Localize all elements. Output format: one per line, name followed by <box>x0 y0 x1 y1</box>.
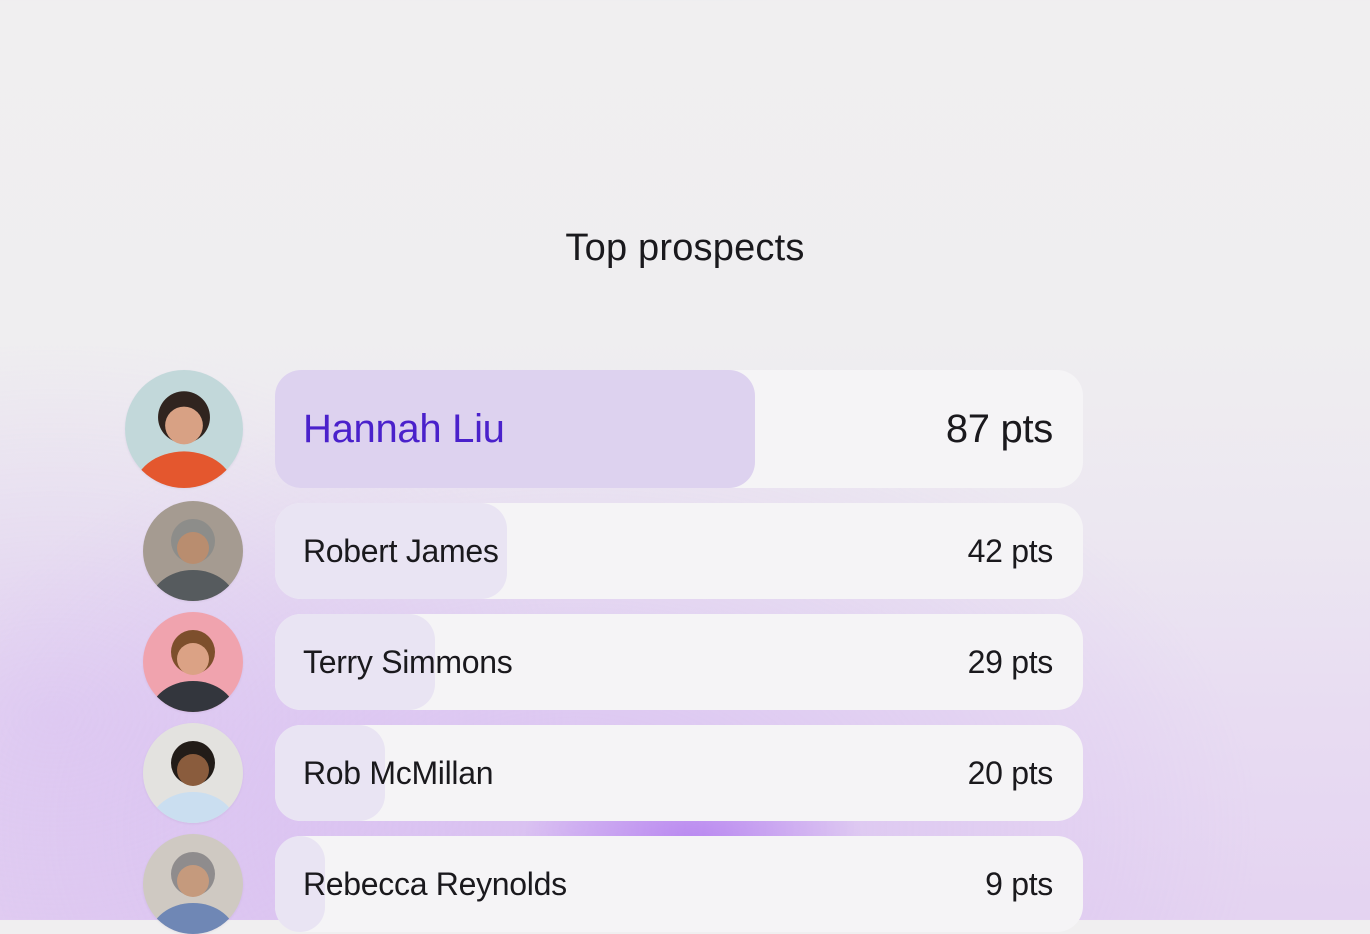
score-bar <box>275 725 386 821</box>
prospect-row[interactable]: Hannah Liu 87 pts <box>123 370 1083 488</box>
avatar-photo <box>143 612 243 712</box>
prospect-row[interactable]: Rob McMillan 20 pts <box>123 723 1083 823</box>
prospect-name: Hannah Liu <box>303 406 505 451</box>
avatar-photo <box>143 834 243 934</box>
prospect-points: 9 pts <box>985 865 1053 902</box>
person-avatar-illustration <box>143 834 243 934</box>
score-bar <box>275 503 507 599</box>
prospect-name: Terry Simmons <box>303 643 513 680</box>
score-row: Hannah Liu 87 pts <box>275 370 1083 488</box>
prospect-points: 29 pts <box>967 643 1054 680</box>
avatar-photo <box>143 723 243 823</box>
score-row: Robert James 42 pts <box>275 503 1083 599</box>
avatar-column <box>123 834 243 934</box>
avatar-column <box>123 501 243 601</box>
score-row: Rebecca Reynolds 9 pts <box>275 836 1083 932</box>
person-avatar-illustration <box>143 723 243 823</box>
score-bar <box>275 836 325 932</box>
prospect-name: Rebecca Reynolds <box>303 865 567 902</box>
page-title: Top prospects <box>565 227 805 270</box>
avatar-column <box>123 723 243 823</box>
prospect-row[interactable]: Rebecca Reynolds 9 pts <box>123 834 1083 934</box>
score-row: Terry Simmons 29 pts <box>275 614 1083 710</box>
prospect-name: Robert James <box>303 532 499 569</box>
prospect-row[interactable]: Terry Simmons 29 pts <box>123 612 1083 712</box>
person-avatar-illustration <box>125 370 243 488</box>
person-avatar-illustration <box>143 612 243 712</box>
score-bar <box>275 614 435 710</box>
prospect-name: Rob McMillan <box>303 754 494 791</box>
avatar-column <box>123 612 243 712</box>
prospect-points: 20 pts <box>967 754 1054 791</box>
avatar-column <box>123 370 243 488</box>
prospect-points: 87 pts <box>945 406 1053 451</box>
score-row: Rob McMillan 20 pts <box>275 725 1083 821</box>
avatar-photo <box>143 501 243 601</box>
prospect-points: 42 pts <box>967 532 1054 569</box>
prospect-row[interactable]: Robert James 42 pts <box>123 501 1083 601</box>
person-avatar-illustration <box>143 501 243 601</box>
score-bar <box>275 370 755 488</box>
avatar-photo <box>125 370 243 488</box>
prospect-list: Hannah Liu 87 pts Robert James 42 pts <box>123 370 1083 934</box>
